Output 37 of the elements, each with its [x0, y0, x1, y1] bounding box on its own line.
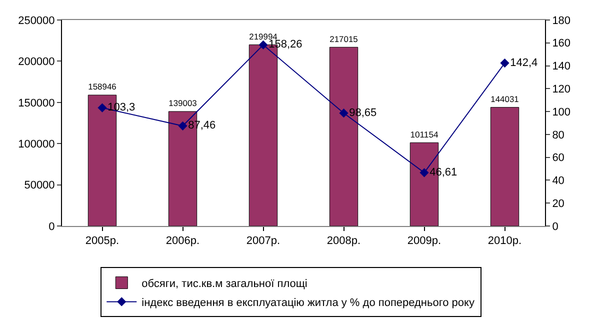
y-tick-label: 150000: [18, 97, 55, 110]
x-tick-label: 2006р.: [166, 235, 200, 248]
x-tick-label: 2007р.: [246, 235, 280, 248]
y-tick-label: 250000: [18, 14, 55, 27]
data-label: 101154: [410, 129, 439, 140]
y-tick-label: 100000: [18, 138, 55, 150]
data-label: 217015: [330, 34, 358, 44]
point: [178, 121, 188, 130]
data-label: 158,26: [268, 38, 302, 51]
legend-label: індекс введення в експлуатацію житла у % до попереднього року: [142, 296, 475, 309]
point: [98, 103, 107, 112]
data-label: 144031: [490, 94, 520, 104]
y2-tick-label: 20: [552, 198, 564, 210]
y-tick-label: 50000: [24, 180, 55, 192]
y2-tick-label: 0: [552, 220, 558, 233]
y2-tick-label: 160: [552, 38, 571, 50]
y-tick-label: 0: [48, 220, 55, 233]
point: [258, 40, 268, 50]
y2-tick-label: 120: [552, 84, 571, 96]
y2-tick-label: 40: [552, 175, 564, 188]
y-tick-label: 200000: [18, 56, 55, 68]
data-label: 142,4: [510, 56, 538, 69]
y2-tick-label: 60: [552, 152, 564, 164]
point: [420, 168, 429, 178]
data-label: 139003: [168, 98, 198, 108]
point: [500, 58, 510, 68]
y2-tick-label: 80: [552, 129, 564, 142]
x-tick-label: 2005р.: [85, 235, 120, 248]
y2-tick-label: 180: [552, 14, 571, 27]
point: [339, 108, 348, 118]
x-tick-label: 2008р.: [326, 235, 361, 248]
x-tick-label: 2010р.: [488, 235, 522, 248]
y2-tick-label: 140: [552, 60, 571, 73]
data-label: 158946: [88, 82, 117, 92]
legend-label: обсяги, тис.кв.м загальної площі: [142, 278, 308, 290]
x-tick-label: 2009р.: [407, 235, 442, 248]
y2-tick-label: 100: [552, 106, 571, 118]
